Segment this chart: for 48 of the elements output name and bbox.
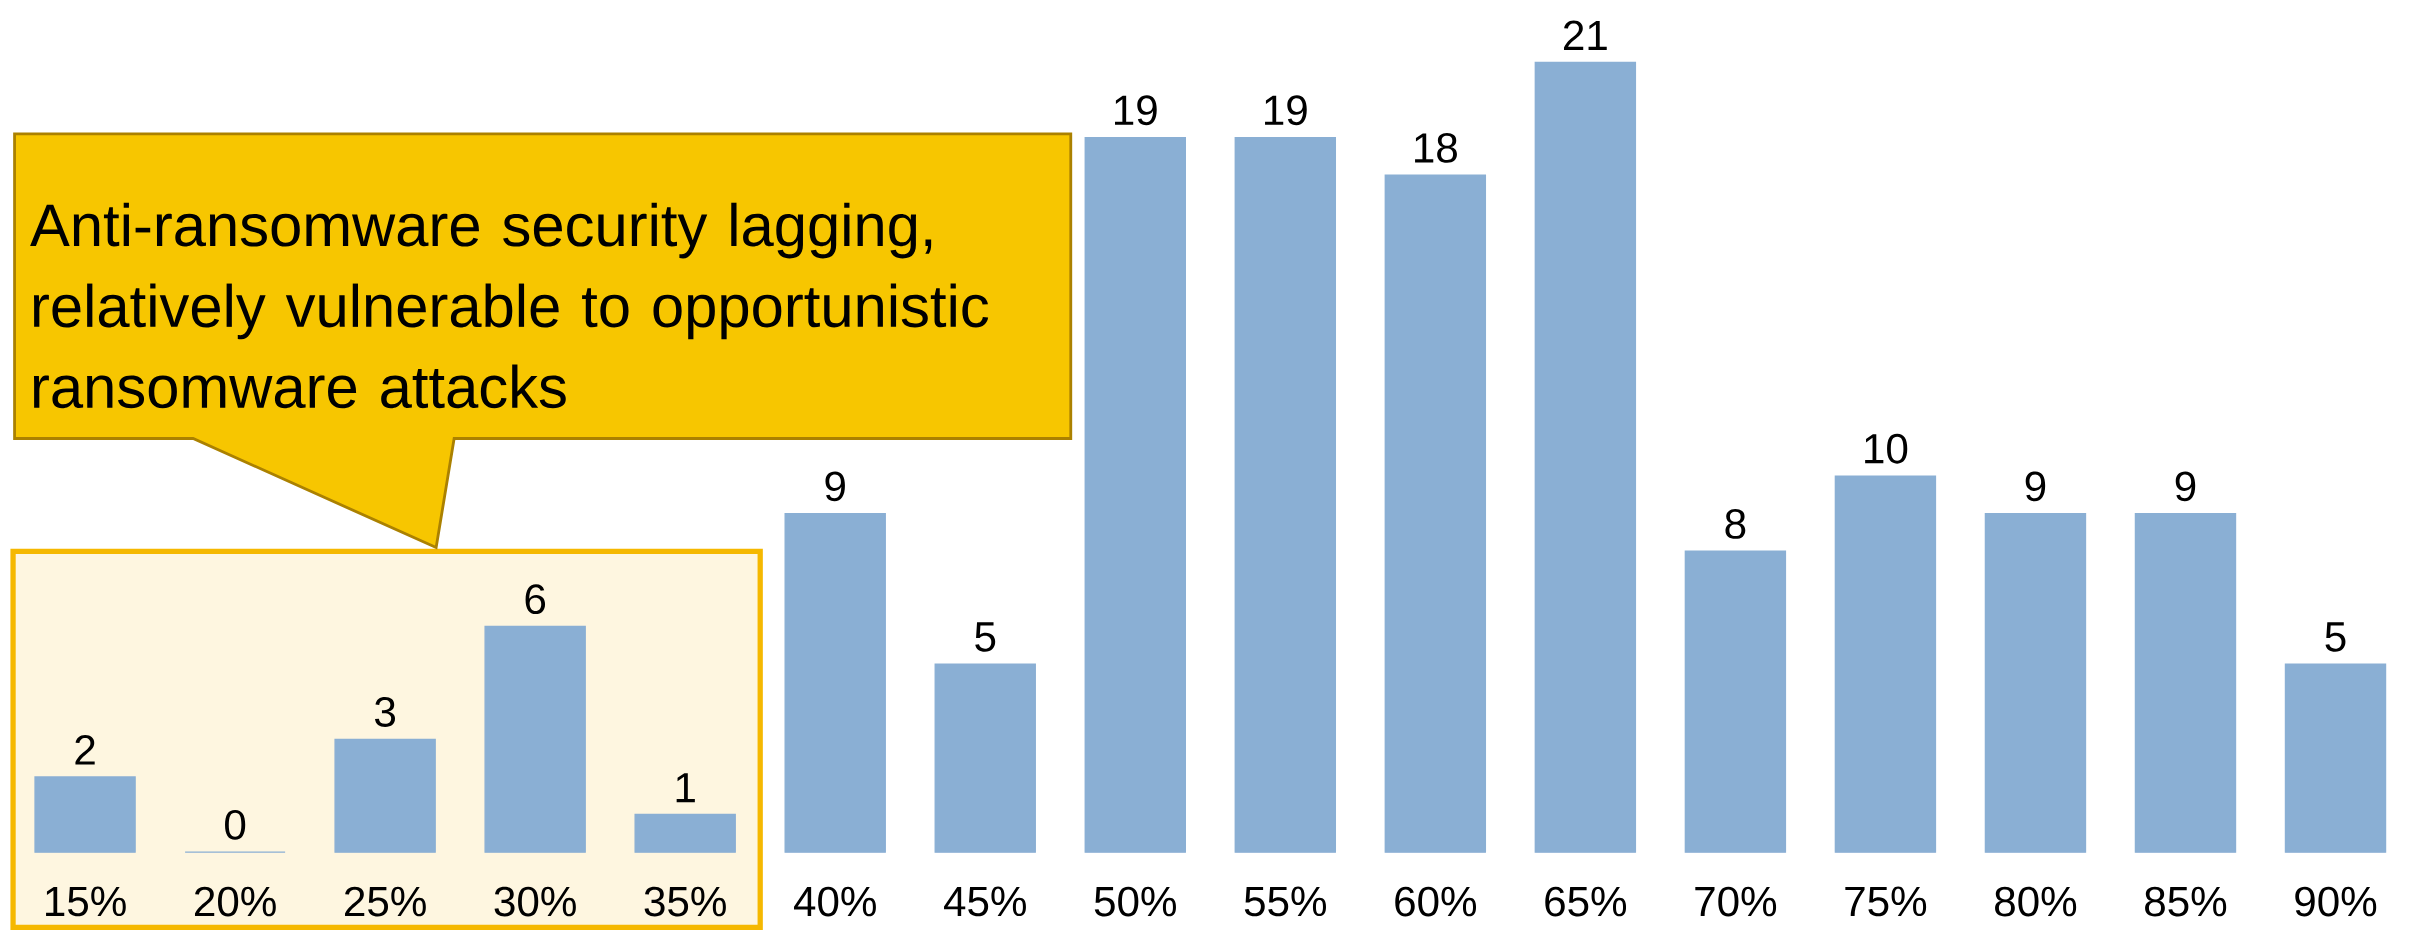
data-label: 6 bbox=[525, 584, 546, 615]
bar bbox=[2284, 663, 2387, 853]
data-label: 9 bbox=[825, 471, 845, 502]
x-tick-label: 55% bbox=[1244, 886, 1326, 917]
x-tick-label: 50% bbox=[1094, 886, 1176, 917]
bar bbox=[2134, 512, 2237, 853]
x-tick-label: 70% bbox=[1695, 886, 1777, 917]
bar bbox=[1684, 550, 1787, 853]
data-label: 9 bbox=[2175, 471, 2196, 502]
x-tick-label: 90% bbox=[2295, 886, 2377, 917]
bar bbox=[1984, 512, 2087, 853]
x-tick-label: 80% bbox=[1995, 886, 2077, 917]
bar bbox=[634, 813, 736, 853]
data-label: 0 bbox=[225, 809, 246, 840]
data-label: 10 bbox=[1865, 433, 1908, 464]
data-label: 8 bbox=[1725, 509, 1746, 539]
band-label: Anti-ransomware security lagging, relatively vulnerable to opportunistic ransomware attacks bbox=[30, 202, 989, 409]
bar bbox=[784, 512, 886, 853]
data-label: 5 bbox=[975, 622, 996, 652]
data-label: 18 bbox=[1415, 132, 1457, 163]
bar bbox=[934, 663, 1036, 853]
data-label: 5 bbox=[2325, 622, 2346, 652]
bar bbox=[1234, 136, 1337, 853]
x-tick-label: 20% bbox=[194, 886, 276, 917]
bar bbox=[1834, 475, 1937, 853]
bar bbox=[1384, 174, 1487, 853]
x-tick-label: 15% bbox=[46, 886, 126, 917]
x-tick-label: 25% bbox=[345, 886, 426, 917]
x-tick-label: 45% bbox=[944, 886, 1026, 917]
data-label: 19 bbox=[1115, 95, 1157, 126]
bar bbox=[484, 625, 586, 853]
data-label: 21 bbox=[1563, 20, 1607, 50]
x-tick-label: 40% bbox=[794, 886, 876, 917]
bar bbox=[1534, 61, 1637, 853]
x-tick-label: 35% bbox=[644, 886, 726, 917]
bar bbox=[1084, 136, 1186, 853]
x-tick-label: 85% bbox=[2145, 886, 2227, 917]
bar bbox=[34, 776, 136, 853]
data-label: 2 bbox=[75, 735, 95, 765]
data-label: 3 bbox=[375, 697, 396, 727]
x-tick-label: 75% bbox=[1845, 886, 1927, 917]
data-label: 1 bbox=[676, 773, 695, 803]
bar bbox=[334, 738, 436, 853]
x-tick-label: 60% bbox=[1395, 886, 1477, 917]
x-tick-label: 30% bbox=[494, 886, 576, 917]
data-label: 19 bbox=[1265, 95, 1307, 126]
x-tick-label: 65% bbox=[1545, 886, 1627, 917]
data-label: 9 bbox=[2025, 471, 2046, 502]
